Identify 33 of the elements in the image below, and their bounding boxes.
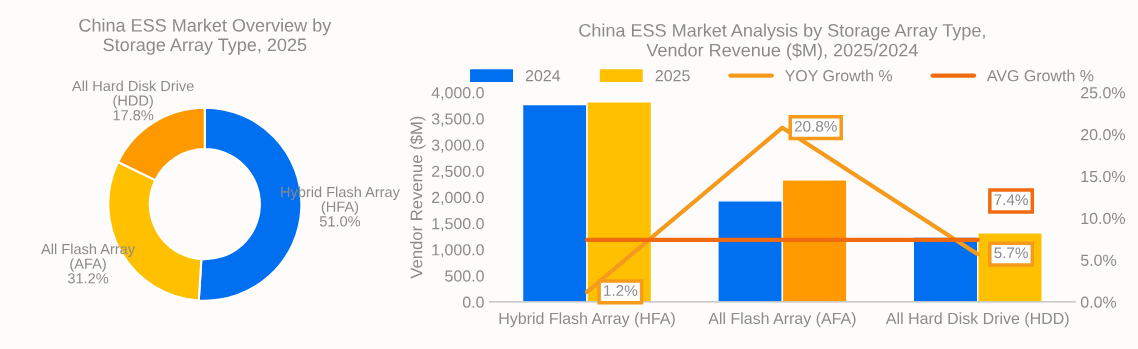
data-label: 7.4% [994, 194, 1028, 206]
legend-label: 2025 [655, 70, 690, 82]
y-tick-label: 2,500.0 [432, 165, 484, 179]
y2-tick-label: 5.0% [1080, 254, 1117, 266]
data-label: 20.8% [794, 120, 837, 132]
data-label: 5.7% [994, 247, 1028, 259]
y2-tick-label: 15.0% [1081, 170, 1125, 183]
data-label: 17.8% [113, 110, 154, 121]
legend-label: 2024 [525, 70, 561, 82]
legend-label: YOY Growth % [784, 69, 893, 82]
y-tick-label: 2,000.0 [432, 191, 484, 206]
y-tick-label: 3,000.0 [431, 139, 484, 153]
chart-title: China ESS Market Analysis by Storage Array Type, Vendor Revenue ($M), 2025/2024 [579, 23, 985, 61]
y-tick-label: 0.0 [462, 296, 484, 308]
x-tick-label: All Hard Disk Drive (HDD) [885, 312, 1069, 328]
y-tick-label: 500.0 [445, 270, 484, 282]
y2-tick-label: 10.0% [1081, 212, 1125, 225]
data-label: 31.2% [67, 273, 109, 284]
y-tick-label: 3,500.0 [431, 113, 484, 127]
slice-label: All Hard Disk Drive (HDD) [71, 80, 194, 109]
y-axis-title: Vendor Revenue ($M) [409, 116, 426, 279]
y2-tick-label: 25.0% [1081, 87, 1125, 99]
y2-tick-label: 0.0% [1080, 296, 1117, 308]
y-tick-label: 4,000.0 [431, 87, 484, 101]
legend-label: AVG Growth % [986, 69, 1094, 82]
x-tick-label: All Flash Array (AFA) [708, 312, 856, 328]
data-label: 1.2% [604, 285, 638, 296]
x-tick-label: Hybrid Flash Array (HFA) [499, 312, 675, 328]
y2-tick-label: 20.0% [1081, 129, 1125, 141]
y-tick-label: 1,000.0 [432, 244, 484, 258]
y-tick-label: 1,500.0 [432, 217, 484, 232]
data-label: 51.0% [319, 216, 361, 227]
chart-title: China ESS Market Overview by Storage Array Type, 2025 [79, 18, 332, 55]
